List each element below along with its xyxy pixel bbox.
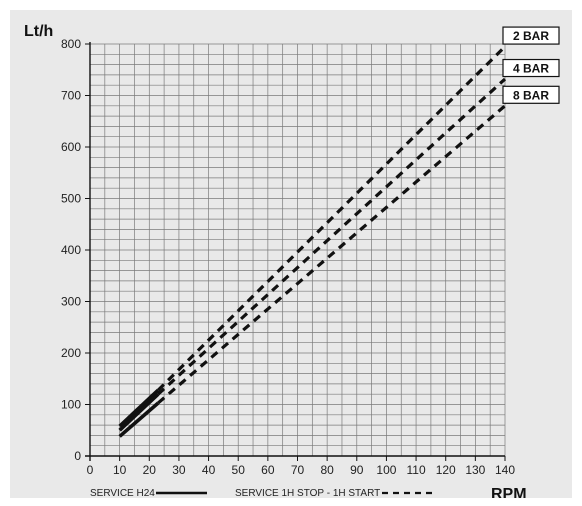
series-label: 4 BAR (513, 62, 549, 76)
x-tick-label: 10 (113, 463, 127, 477)
x-tick-label: 120 (436, 463, 456, 477)
flow-rate-chart: 0 10 20 30 40 50 60 70 80 90 100 110 120 130 140 0 100 20… (24, 23, 560, 498)
y-axis-title: Lt/h (24, 23, 53, 40)
x-tick-label: 30 (172, 463, 186, 477)
series-line-dashed (157, 104, 507, 405)
x-axis-title: RPM (491, 486, 527, 498)
series-label-box (502, 58, 560, 78)
x-tick-label: 80 (320, 463, 334, 477)
series-label-box (502, 26, 560, 45)
series-line-solid (118, 392, 160, 432)
x-tick-label: 70 (291, 463, 305, 477)
series-label: 8 BAR (513, 88, 549, 102)
chart-frame: 0 10 20 30 40 50 60 70 80 90 100 110 120 130 140 0 100 20… (10, 10, 572, 498)
series-line-dashed (157, 45, 507, 392)
x-tick-label: 130 (465, 463, 485, 477)
x-tick-label: 110 (407, 463, 426, 477)
y-tick-label: 500 (61, 192, 81, 206)
x-tick-label: 100 (376, 463, 396, 477)
x-tick-label: 20 (143, 463, 157, 477)
y-tick-label: 800 (61, 37, 81, 51)
x-tick-label: 0 (87, 463, 94, 477)
series-line-solid (118, 388, 160, 428)
series-line-solid (118, 401, 160, 438)
y-tick-label: 600 (61, 140, 81, 154)
series-label-box (502, 85, 560, 104)
series-lines (118, 45, 507, 438)
x-tick-label: 50 (232, 463, 246, 477)
legend-label-solid: SERVICE H24 (90, 488, 155, 498)
legend-label-dashed: SERVICE 1H STOP - 1H START (235, 488, 380, 498)
axes (85, 42, 505, 461)
y-tick-label: 100 (61, 398, 81, 412)
x-tick-label: 140 (495, 463, 515, 477)
tick-labels: 0 10 20 30 40 50 60 70 80 90 100 110 120 130 140 0 100 20… (61, 37, 515, 477)
y-tick-label: 0 (74, 449, 81, 463)
x-tick-label: 90 (350, 463, 364, 477)
series-label: 2 BAR (513, 29, 549, 43)
x-tick-label: 40 (202, 463, 216, 477)
y-tick-label: 700 (61, 89, 81, 103)
y-tick-label: 400 (61, 243, 81, 257)
legend: SERVICE H24 SERVICE 1H STOP - 1H START (90, 488, 434, 498)
x-tick-label: 60 (261, 463, 275, 477)
y-tick-label: 300 (61, 295, 81, 309)
grid (89, 43, 506, 457)
series-labels: 2 BAR 4 BAR 8 BAR (502, 26, 560, 104)
y-tick-label: 200 (61, 346, 81, 360)
